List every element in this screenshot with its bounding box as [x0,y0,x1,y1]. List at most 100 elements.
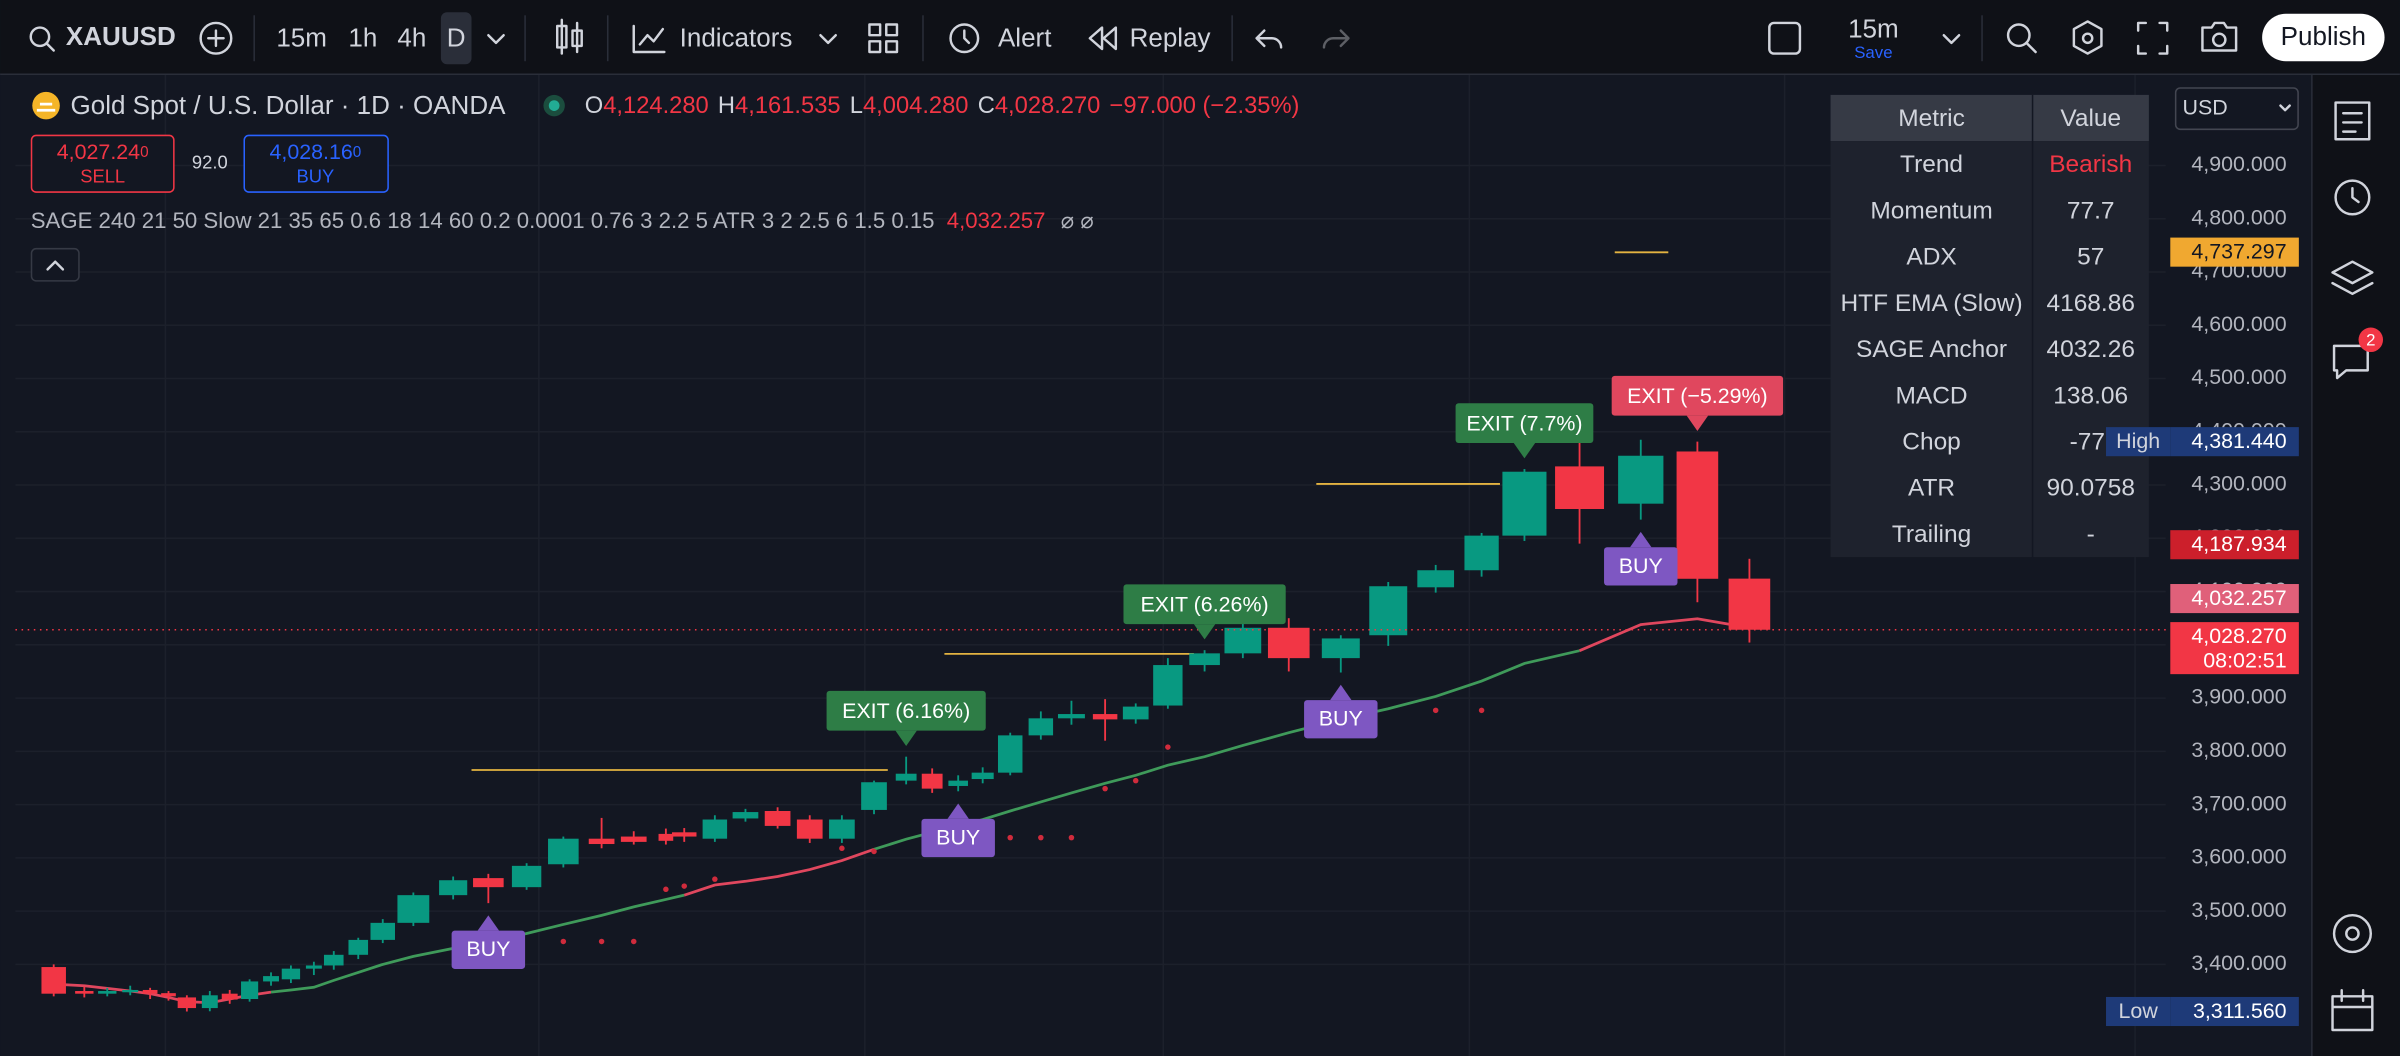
interval[interactable]: 1h [348,23,377,53]
indicators-menu[interactable] [819,33,837,45]
table-header: Metric [1898,105,1965,132]
layouts-button[interactable] [885,23,899,37]
alert-label[interactable]: Alert [998,23,1052,53]
currency-chevron[interactable] [2279,104,2291,112]
currency-select[interactable]: USD [2174,87,2299,131]
candle-body [1502,471,1547,536]
screenshot-button[interactable] [2201,21,2238,52]
watchlist-button[interactable] [2334,101,2371,141]
interval[interactable]: 15m [276,23,327,53]
indicator-legend[interactable]: SAGE 240 21 50 Slow 21 35 65 0.6 18 14 6… [31,208,1094,233]
dom-button[interactable] [2332,913,2373,954]
undo-button[interactable] [1255,29,1283,49]
publish-bg[interactable] [2262,13,2385,62]
replay-button[interactable]: Replay [1088,23,1211,53]
compare-button[interactable] [199,21,233,55]
object-tree-button[interactable] [2331,260,2374,296]
alert-button[interactable] [949,23,980,54]
symbol-search[interactable] [29,26,51,48]
alert-button[interactable]: Alert [949,23,1053,54]
table-value: 138.06 [2053,382,2128,409]
candle-body [620,836,647,842]
save-label[interactable]: Save [1854,43,1892,62]
table-header: Value [2060,105,2121,132]
layouts-button[interactable] [868,23,899,54]
table-metric: HTF EMA (Slow) [1840,290,2022,317]
sell-label[interactable]: SELL [80,165,125,186]
publish-label[interactable]: Publish [2281,21,2366,51]
alert-button[interactable] [963,29,971,45]
layout-interval[interactable]: 15m [1848,13,1899,43]
price[interactable]: 4,027.24 [57,140,140,164]
collapse-button[interactable] [46,260,65,271]
replay-label[interactable]: Replay [1130,23,1211,53]
symbol[interactable]: XAUUSD [66,21,176,51]
exit-signal-arrow [1193,624,1216,640]
dom-button[interactable] [2345,926,2360,941]
trail-stop [1165,744,1171,750]
quick-search[interactable] [2025,41,2037,54]
buy-signal-label: BUY [1619,554,1663,578]
interval[interactable]: D [447,23,466,53]
price-badge-time: 08:02:51 [2203,649,2286,673]
indicator-extra[interactable]: ⌀ ⌀ [1061,208,1094,233]
buy-label[interactable]: BUY [297,165,335,186]
compare-button[interactable] [199,21,233,55]
sell-button[interactable]: 4,027.240 SELL [30,134,175,193]
buy-box[interactable] [243,134,389,193]
fullscreen-button[interactable] [2136,21,2169,55]
layouts-button[interactable] [885,40,899,54]
publish-button[interactable]: Publish [2262,13,2385,62]
settings-button[interactable] [2081,32,2094,45]
layouts-button[interactable] [868,23,882,37]
legend: Gold Spot / U.S. Dollar · 1D · OANDA O4,… [30,90,1299,282]
candle-body [439,880,468,896]
settings-button[interactable] [2072,20,2103,55]
table-metric: Chop [1902,429,1961,456]
currency[interactable]: USD [2183,95,2228,119]
sell-box[interactable] [30,134,175,193]
layouts-button[interactable] [868,40,882,54]
fullscreen-select[interactable] [1768,21,1802,55]
indicator-value[interactable]: 4,032.257 [947,208,1046,233]
alerts-button[interactable] [2351,187,2360,204]
metrics-table: Metric Value Trend Bearish Momentum 77.7 ADX 57… [1830,94,2149,558]
exit-signal-label: EXIT (6.16%) [842,699,970,723]
price[interactable]: 4,028.16 [269,140,352,164]
ohlc-label: H [718,93,735,119]
price-badge [2170,427,2299,457]
price-small[interactable]: 0 [353,144,362,161]
buy-price[interactable]: 4,028.160 [269,140,361,164]
price-small[interactable]: 0 [140,144,149,161]
interval-menu[interactable] [487,33,505,45]
trail-stop [630,938,637,945]
sell-price[interactable]: 4,027.240 [57,140,149,164]
candle-body [1676,451,1719,579]
interval[interactable]: 4h [397,23,426,53]
quick-search[interactable] [2006,23,2031,48]
price-badge-tag-label: Low [2119,999,2159,1023]
indicator-params[interactable]: SAGE 240 21 50 Slow 21 35 65 0.6 18 14 6… [31,208,935,233]
collapse-button[interactable] [30,247,80,282]
y-tick-label: 4,600.000 [2191,312,2286,336]
buy-button[interactable]: 4,028.160 BUY [243,134,389,193]
symbol-search[interactable] [45,42,55,52]
chart-type-button[interactable] [555,18,583,55]
quick-search[interactable] [2006,23,2037,54]
ohlc-label: C [978,93,995,119]
indicators-button[interactable]: Indicators [632,23,793,54]
alerts-button[interactable] [2334,179,2371,216]
replay-button[interactable] [1088,26,1118,51]
calendar-button[interactable] [2331,988,2374,1032]
currency-box[interactable] [2174,87,2299,131]
screenshot-button[interactable] [2211,32,2227,48]
redo-button[interactable] [1322,29,1350,49]
price-badge-label: 3,311.560 [2193,999,2287,1023]
symbol-search[interactable]: XAUUSD [29,21,176,52]
candle-body [702,819,728,839]
indicators-button[interactable] [632,24,666,54]
candle-body [829,819,855,839]
layout-menu[interactable] [1942,33,1961,45]
toolbar-bg [0,0,2400,74]
indicators-label[interactable]: Indicators [680,23,793,53]
